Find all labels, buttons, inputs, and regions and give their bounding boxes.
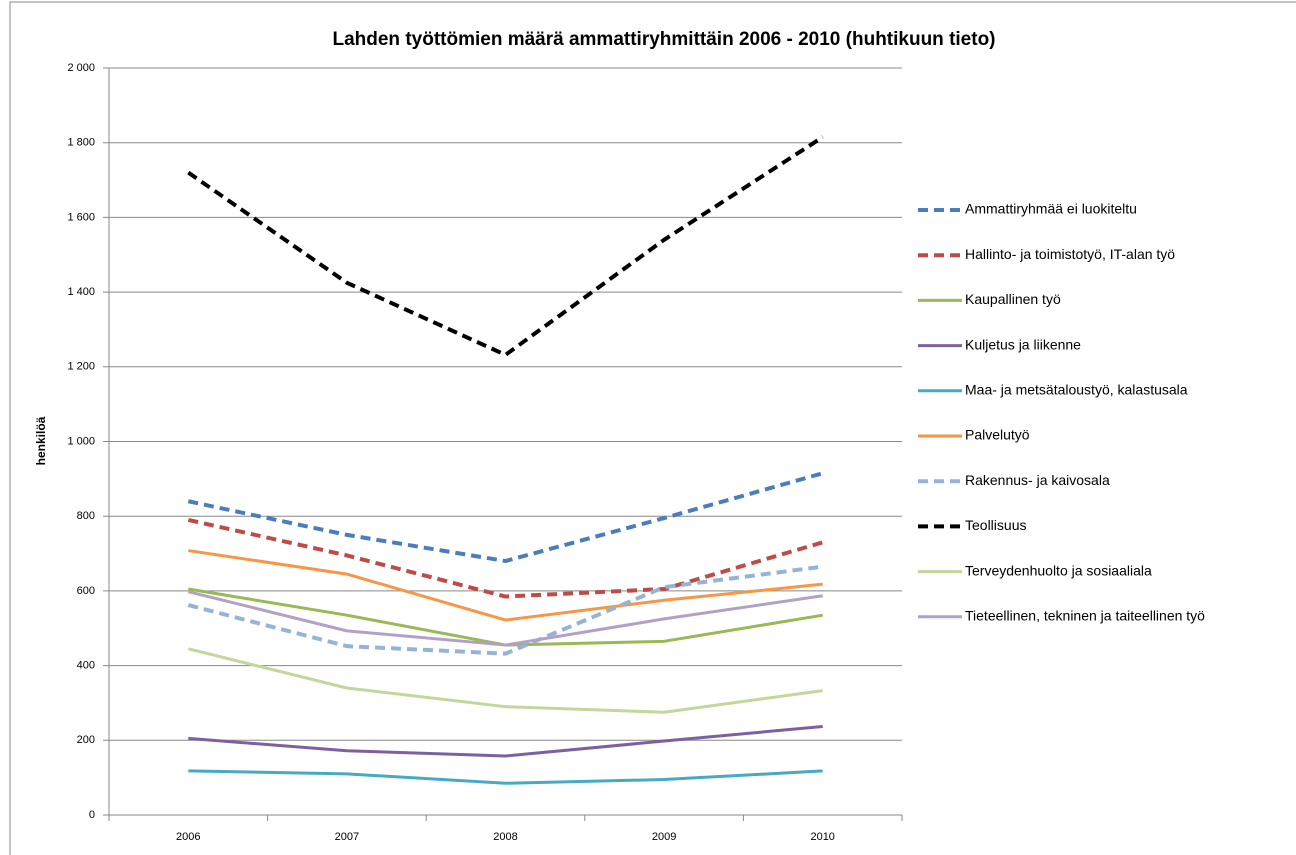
x-tick-label: 2007 xyxy=(335,831,359,843)
legend-label: Rakennus- ja kaivosala xyxy=(965,472,1110,488)
y-tick-label: 1 000 xyxy=(67,435,95,447)
y-axis-title: henkilöä xyxy=(34,416,48,465)
y-tick-label: 200 xyxy=(77,734,95,746)
series-line xyxy=(187,647,823,714)
y-tick-label: 1 200 xyxy=(67,361,95,373)
series-line xyxy=(187,590,823,647)
series-line xyxy=(188,769,823,785)
legend-label: Terveydenhuolto ja sosiaaliala xyxy=(965,562,1152,578)
y-tick-label: 1 600 xyxy=(67,211,95,223)
series-line xyxy=(188,724,823,758)
y-tick-label: 400 xyxy=(77,660,95,672)
x-tick-label: 2009 xyxy=(652,831,676,843)
legend-label: Tieteellinen, tekninen ja taiteellinen t… xyxy=(965,608,1205,624)
chart-title: Lahden työttömien määrä ammattiryhmittäi… xyxy=(332,29,995,50)
x-tick-label: 2008 xyxy=(493,831,517,843)
series-line xyxy=(187,564,823,656)
legend-label: Kuljetus ja liikenne xyxy=(965,336,1081,352)
y-tick-label: 800 xyxy=(77,510,95,522)
y-tick-label: 1 800 xyxy=(67,137,95,149)
legend-label: Ammattiryhmää ei luokiteltu xyxy=(965,201,1137,217)
y-tick-label: 600 xyxy=(77,585,95,597)
y-tick-label: 0 xyxy=(89,809,95,821)
legend-label: Kaupallinen työ xyxy=(965,291,1061,307)
chart-frame xyxy=(9,1,1296,855)
legend-label: Hallinto- ja toimistotyö, IT-alan työ xyxy=(965,246,1175,262)
x-tick-label: 2010 xyxy=(810,831,834,843)
x-tick-label: 2006 xyxy=(176,831,200,843)
y-tick-label: 2 000 xyxy=(67,62,95,74)
legend-label: Maa- ja metsätaloustyö, kalastusala xyxy=(965,382,1188,398)
series-line xyxy=(188,549,823,622)
y-tick-label: 1 400 xyxy=(67,286,95,298)
legend-label: Teollisuus xyxy=(965,517,1026,533)
series-line xyxy=(187,517,824,599)
legend-label: Palvelutyö xyxy=(965,427,1030,443)
series-line xyxy=(187,471,824,564)
series-line xyxy=(187,135,824,357)
